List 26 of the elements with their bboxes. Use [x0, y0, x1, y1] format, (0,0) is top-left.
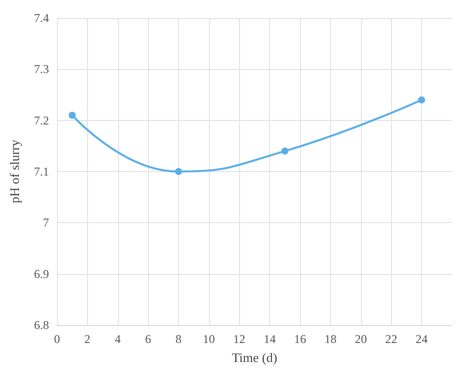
y-tick-label: 7	[43, 216, 49, 230]
y-tick-label: 7.4	[34, 11, 49, 25]
point	[68, 112, 76, 119]
point	[175, 168, 182, 175]
y-tick-label: 7.1	[34, 164, 49, 178]
y-tick-label: 6.8	[34, 318, 49, 332]
x-tick-label: 18	[324, 332, 336, 346]
x-tick-label: 20	[354, 332, 367, 346]
point	[418, 96, 426, 104]
x-tick-label: 12	[233, 332, 246, 346]
x-tick-label: 14	[264, 332, 276, 346]
x-tick-label: 8	[176, 332, 182, 346]
x-tick-label: 4	[114, 332, 121, 346]
x-tick-label: 0	[54, 332, 60, 346]
x-tick-label: 2	[84, 332, 90, 346]
x-tick-label: 16	[294, 332, 306, 346]
y-tick-label: 6.9	[34, 266, 49, 281]
x-tick-label: 22	[385, 332, 398, 346]
y-tick-label: 7.2	[34, 113, 49, 128]
y-tick-label: 7.3	[34, 62, 49, 76]
x-tick-label: 6	[145, 332, 152, 346]
x-tick-label: 24	[416, 332, 428, 346]
x-tick-label: 10	[202, 332, 215, 346]
x-axis-title: Time (d)	[232, 350, 278, 365]
point	[281, 148, 288, 155]
y-axis-title: pH of slurry	[7, 139, 22, 204]
